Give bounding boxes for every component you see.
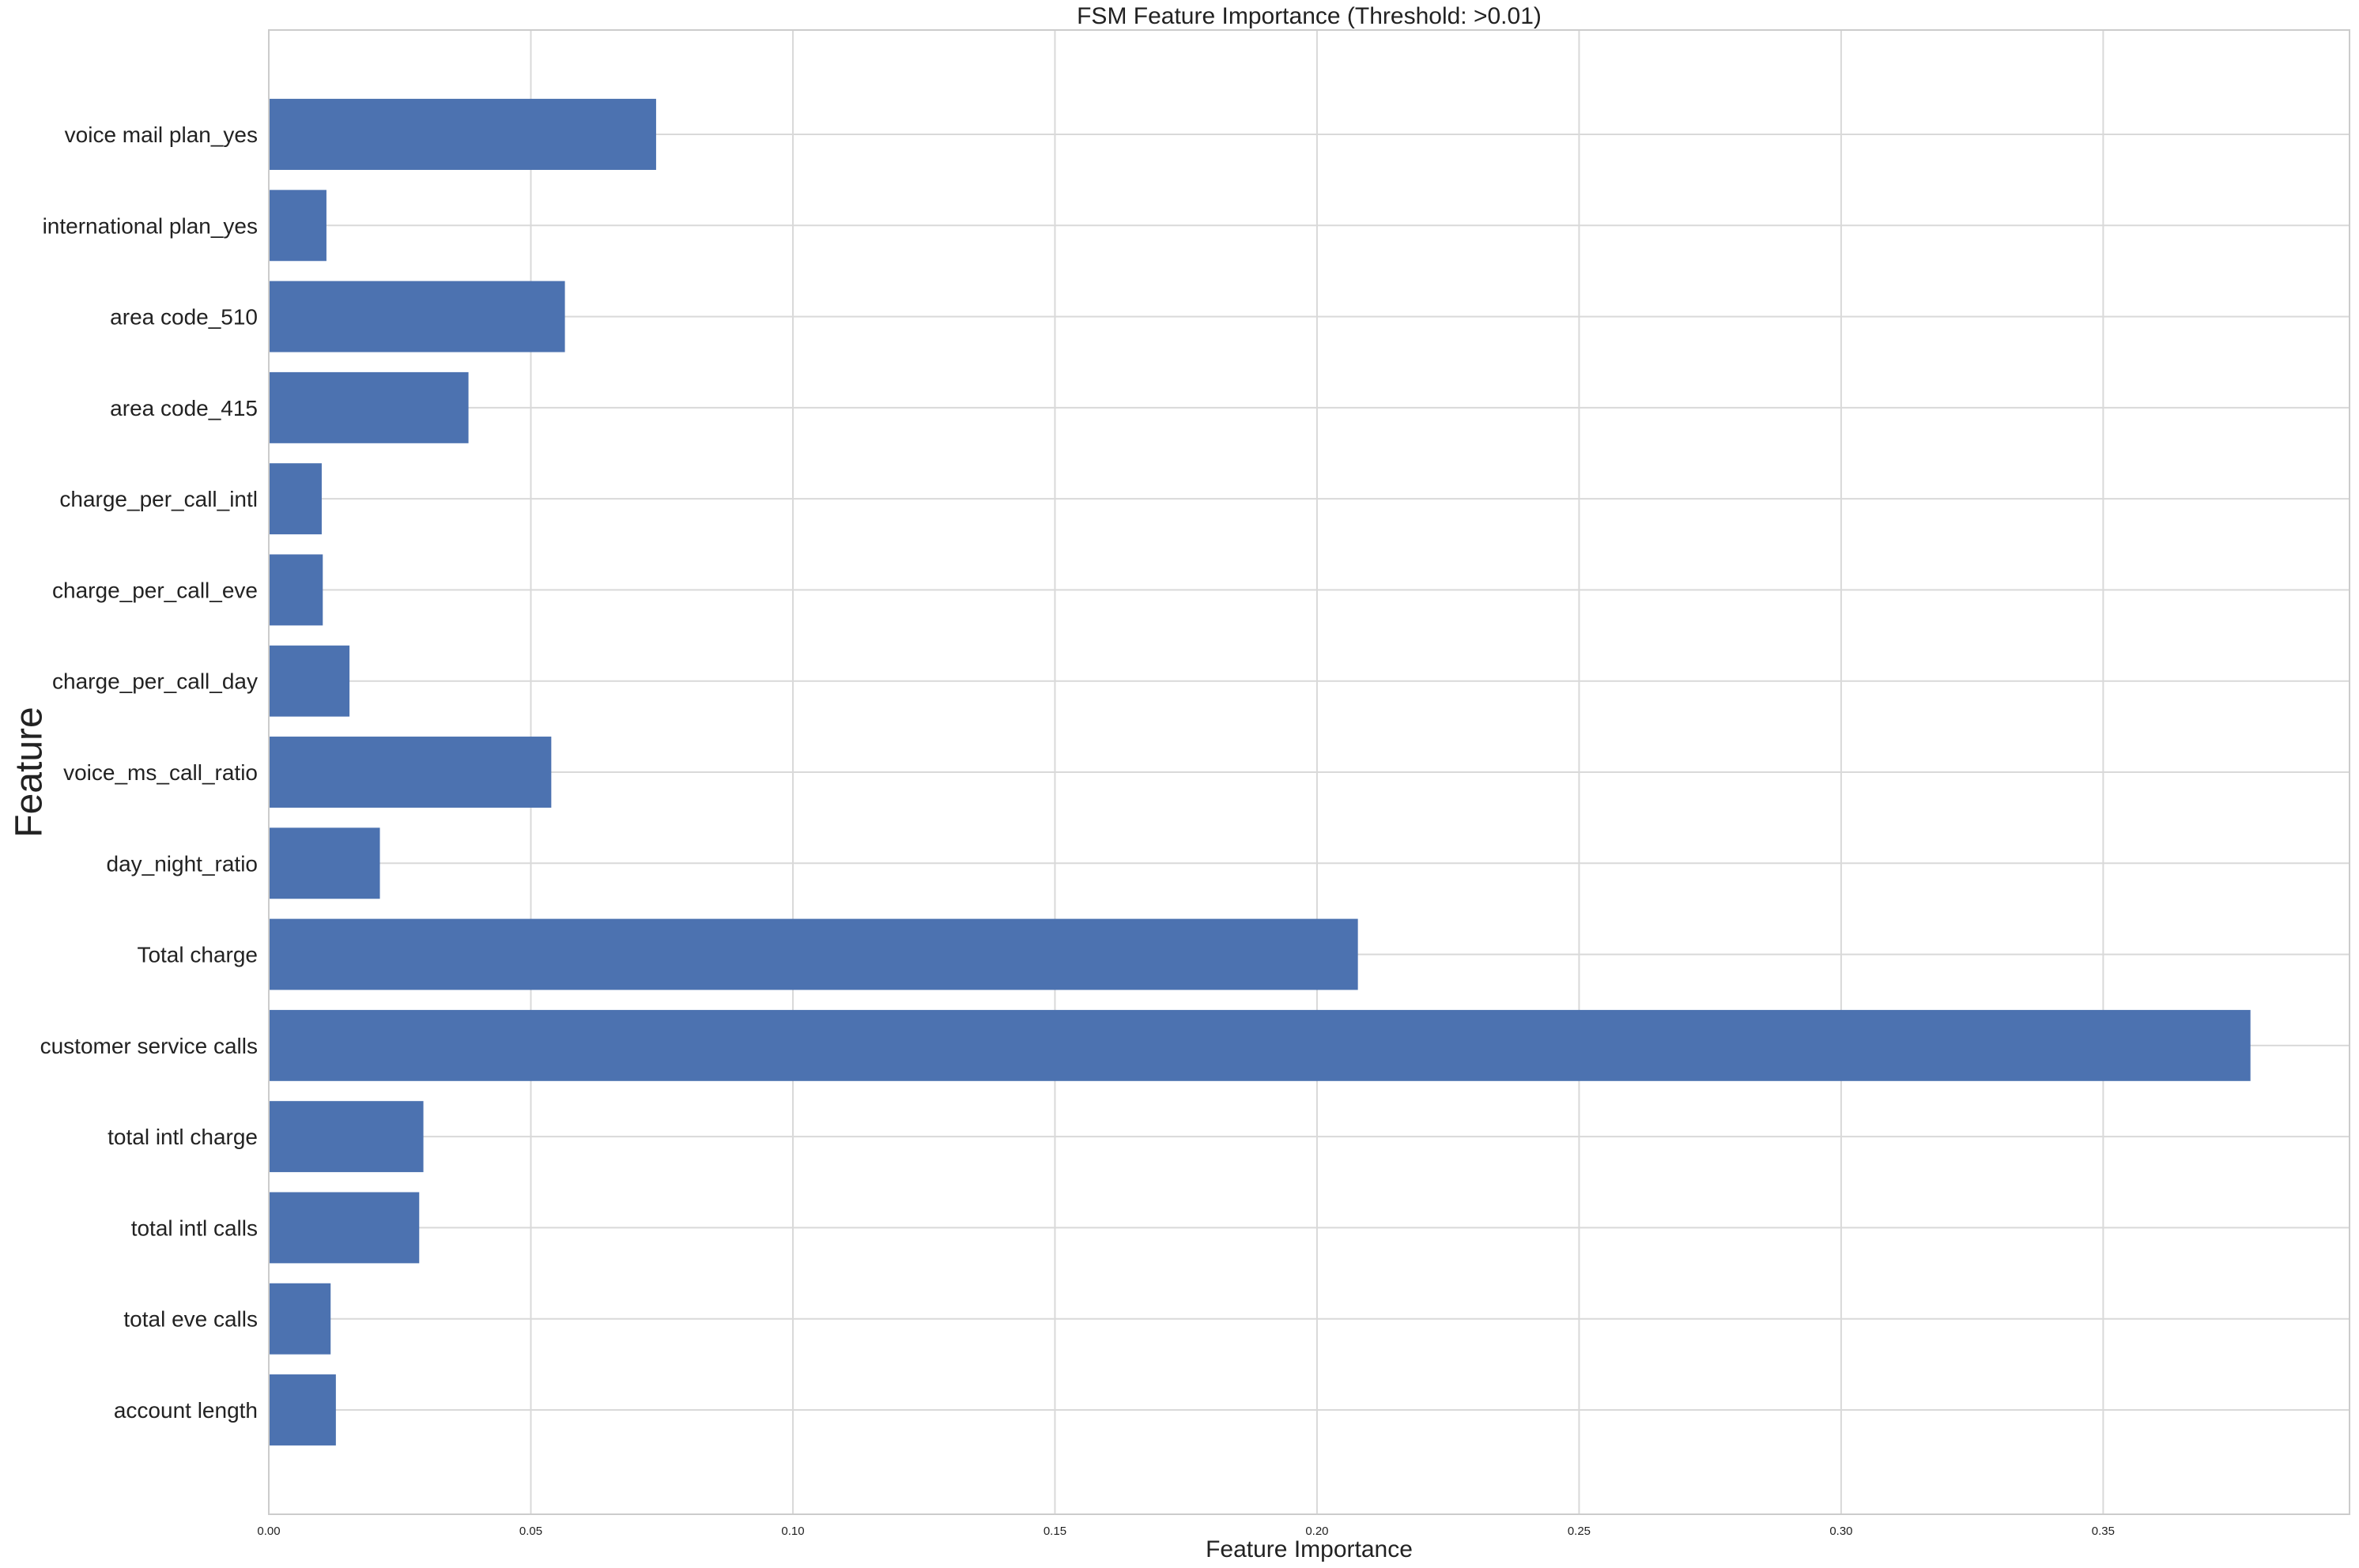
bar [269, 737, 552, 808]
bar [269, 190, 326, 262]
bar [269, 99, 656, 170]
bar [269, 918, 1358, 990]
x-axis-label: Feature Importance [1206, 1536, 1413, 1562]
y-axis-label: Feature [9, 707, 51, 837]
x-tick-label: 0.15 [1044, 1525, 1066, 1538]
x-tick-label: 0.05 [519, 1525, 542, 1538]
grid-lines [268, 30, 2350, 1514]
x-tick-label: 0.10 [781, 1525, 804, 1538]
bar [269, 1101, 424, 1173]
y-tick-label: voice mail plan_yes [65, 122, 258, 147]
bar [269, 645, 350, 717]
x-tick-label: 0.00 [257, 1525, 280, 1538]
y-tick-label: customer service calls [40, 1034, 258, 1058]
x-tick-label: 0.20 [1305, 1525, 1328, 1538]
plot-area-frame [268, 29, 2350, 1515]
bar [269, 554, 323, 626]
y-tick-label: account length [114, 1398, 258, 1423]
bar [269, 371, 469, 443]
y-tick-label: voice_ms_call_ratio [63, 760, 258, 785]
bar [269, 281, 565, 352]
y-tick-label: total eve calls [123, 1307, 258, 1332]
y-tick-label: total intl charge [108, 1125, 258, 1149]
y-tick-label: charge_per_call_eve [52, 578, 258, 602]
bar [269, 1009, 2251, 1081]
bar [269, 827, 380, 899]
y-tick-label: total intl calls [131, 1216, 258, 1240]
y-tick-label: charge_per_call_intl [59, 487, 258, 511]
x-tick-label: 0.25 [1568, 1525, 1591, 1538]
bar [269, 1374, 336, 1446]
y-tick-label: area code_510 [110, 305, 258, 330]
y-tick-label: area code_415 [110, 396, 258, 420]
bar [269, 1192, 420, 1264]
x-tick-labels: 0.00 0.05 0.10 0.15 0.20 0.25 0.30 0.35 [257, 1525, 2115, 1538]
y-tick-labels: account length total eve calls total intl … [40, 122, 258, 1423]
y-tick-label: charge_per_call_day [52, 669, 258, 694]
chart-title: FSM Feature Importance (Threshold: >0.01… [1077, 3, 1542, 29]
bars [269, 99, 2251, 1446]
bar [269, 1283, 331, 1355]
y-tick-label: day_night_ratio [107, 851, 258, 876]
x-tick-label: 0.35 [2092, 1525, 2115, 1538]
x-tick-label: 0.30 [1829, 1525, 1852, 1538]
y-tick-label: Total charge [137, 943, 258, 967]
bar [269, 463, 322, 535]
y-tick-label: international plan_yes [43, 213, 258, 238]
